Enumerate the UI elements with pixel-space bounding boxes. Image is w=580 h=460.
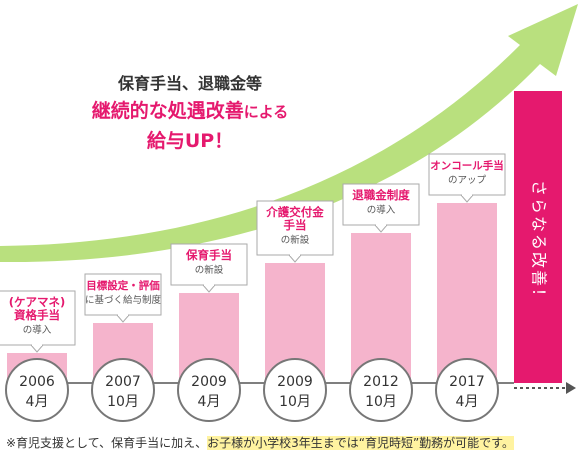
label-box-4 [256, 200, 334, 256]
date-month-6: 4月 [456, 394, 479, 410]
date-circle-4 [263, 358, 327, 422]
label-sub-2: に基づく給与制度 [85, 294, 162, 306]
headline-by: による [243, 103, 289, 121]
label-pointer-1 [29, 344, 45, 353]
label-pointer-3 [201, 284, 217, 293]
date-circle-6 [435, 358, 499, 422]
future-bar [514, 91, 562, 383]
date-circle-1 [5, 358, 69, 422]
date-month-2: 10月 [107, 394, 139, 410]
label-title-6-1: オンコール手当 [430, 159, 504, 172]
date-month-4: 10月 [279, 394, 311, 410]
label-sub-3: の新設 [195, 264, 224, 276]
headline-improvement: 処遇改善 [167, 100, 244, 122]
date-circle-5 [349, 358, 413, 422]
footnote: ※育児支援として、保育手当に加え、お子様が小学校3年生までは“育児時短”勤務が可… [6, 434, 514, 451]
label-sub-1: の導入 [23, 324, 52, 336]
headline-line1: 保育手当、退職金等 [117, 74, 262, 93]
date-circle-3 [177, 358, 241, 422]
timeline-arrowhead [566, 382, 576, 394]
date-month-3: 4月 [198, 394, 221, 410]
headline-line2: 継続的な処遇改善による [60, 96, 320, 123]
label-title-4-1: 介護交付金 [265, 205, 324, 219]
label-pointer-2 [115, 314, 131, 323]
label-title-5-1: 退職金制度 [352, 188, 410, 202]
future-label: さらなる改善！ [530, 180, 549, 306]
date-month-1: 4月 [26, 394, 49, 410]
date-year-1: 2006 [19, 374, 55, 390]
label-title-1-2: 資格手当 [14, 308, 60, 322]
headline-line3: 給与UP！ [146, 130, 234, 152]
date-year-4: 2009 [277, 374, 313, 390]
label-pointer-4 [287, 254, 303, 263]
label-title-2-1: 目標設定・評価 [86, 279, 160, 292]
label-pointer-5 [373, 224, 389, 233]
label-title-4-2: 手当 [284, 218, 307, 232]
label-sub-6: のアップ [448, 175, 487, 186]
footnote-highlight: お子様が小学校3年生までは“育児時短”勤務が可能です。 [207, 436, 514, 450]
bar-6 [437, 203, 497, 383]
date-year-5: 2012 [363, 374, 399, 390]
label-box-5 [342, 183, 420, 226]
label-box-3 [170, 243, 248, 286]
label-box-6 [428, 153, 506, 196]
date-month-5: 10月 [365, 394, 397, 410]
date-year-6: 2017 [449, 374, 485, 390]
date-year-2: 2007 [105, 374, 141, 390]
label-box-2 [84, 273, 162, 316]
label-sub-4: の新設 [281, 234, 310, 246]
headline-continuous: 継続的な [91, 100, 168, 122]
date-year-3: 2009 [191, 374, 227, 390]
date-circle-2 [91, 358, 155, 422]
label-title-1-1: (ケアマネ) [9, 295, 66, 309]
label-pointer-6 [459, 194, 475, 203]
footnote-prefix: ※育児支援として、保育手当に加え、 [6, 436, 208, 450]
label-sub-5: の導入 [367, 204, 396, 216]
label-title-3-1: 保育手当 [185, 248, 232, 262]
